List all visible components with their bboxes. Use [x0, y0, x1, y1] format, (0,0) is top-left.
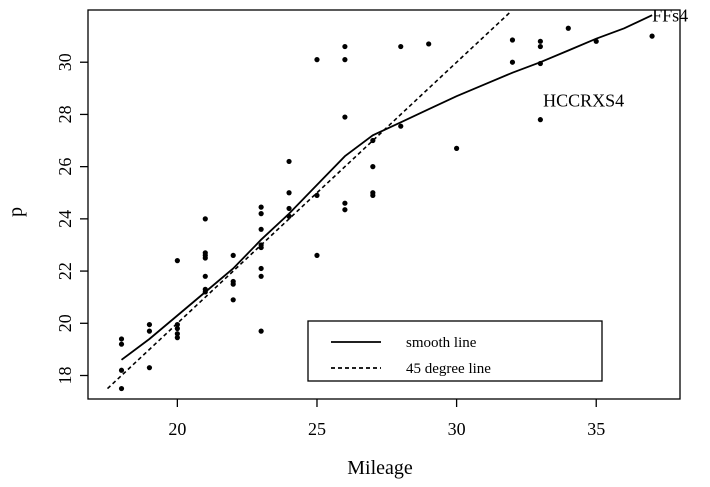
x-tick-label: 35	[587, 419, 605, 439]
scatter-point	[593, 38, 599, 44]
scatter-point	[174, 321, 180, 328]
y-axis-label: p	[5, 207, 27, 217]
scatter-point	[454, 145, 460, 151]
scatter-point	[286, 205, 292, 212]
legend-box	[307, 320, 603, 382]
scatter-point	[286, 190, 292, 196]
scatter-point	[509, 59, 516, 65]
scatter-point	[258, 273, 264, 279]
x-tick-label: 30	[448, 419, 466, 439]
scatter-point	[286, 158, 292, 165]
legend-label-smooth: smooth line	[406, 335, 477, 351]
scatter-point	[230, 252, 236, 259]
scatter-point	[398, 123, 404, 129]
scatter-point	[537, 60, 543, 67]
smooth-line-series	[120, 14, 653, 361]
scatter-point	[565, 25, 571, 31]
scatter-point	[258, 226, 264, 232]
scatter-point	[342, 207, 348, 213]
scatter-point	[118, 341, 125, 347]
scatter-point	[258, 204, 264, 210]
y-tick-label: 30	[55, 53, 75, 71]
scatter-point	[202, 273, 208, 279]
scatter-point	[258, 328, 264, 334]
legend: smooth line 45 degree line	[307, 320, 603, 382]
scatter-point	[342, 200, 348, 206]
smooth-line	[120, 14, 653, 361]
scatter-point	[537, 117, 543, 123]
scatter-point	[342, 57, 348, 63]
scatter-point	[286, 213, 292, 219]
scatter-point	[174, 258, 180, 264]
y-tick-label: 28	[55, 105, 75, 123]
y-tick-label: 24	[55, 210, 75, 228]
y-axis: 18 20 22 24 26 28 30	[55, 53, 88, 385]
scatter-point	[370, 137, 376, 144]
scatter-point	[202, 286, 208, 292]
scatter-point	[174, 335, 180, 341]
reference-line	[106, 12, 511, 390]
scatter-point	[342, 114, 348, 120]
scatter-point	[314, 57, 320, 63]
scatter-point	[537, 43, 543, 50]
scatter-point	[314, 192, 320, 198]
scatter-point	[230, 278, 236, 285]
scatter-point	[118, 385, 125, 392]
scatter-point	[370, 190, 376, 196]
scatter-point	[146, 328, 153, 334]
point-annotations: FFs4 HCCRXS4	[543, 6, 688, 111]
scatter-point	[118, 336, 125, 342]
scatter-point	[258, 242, 264, 248]
scatter-point	[202, 216, 208, 222]
x-tick-label: 20	[168, 419, 186, 439]
scatter-point	[174, 331, 180, 337]
scatter-point	[230, 297, 236, 303]
scatter-point	[258, 265, 264, 272]
x-axis-label: Mileage	[347, 457, 413, 479]
y-axis-label-group: p	[5, 207, 27, 217]
scatter-point	[314, 252, 320, 259]
scatter-point	[202, 250, 208, 256]
legend-label-reference: 45 degree line	[406, 361, 491, 377]
y-tick-label: 18	[55, 367, 75, 385]
reference-line-series	[106, 12, 511, 390]
scatter-point	[398, 43, 404, 50]
scatter-point	[649, 33, 655, 39]
scatter-point	[146, 321, 153, 328]
scatter-point	[509, 37, 516, 43]
scatter-point	[118, 367, 125, 373]
y-tick-label: 20	[55, 314, 75, 332]
scatter-point	[537, 38, 543, 44]
x-tick-label: 25	[308, 419, 326, 439]
scatter-points	[118, 25, 655, 392]
scatter-point	[342, 43, 348, 50]
x-axis: 20 25 30 35	[168, 399, 605, 439]
scatter-point	[174, 325, 180, 332]
scatter-point	[370, 164, 376, 170]
y-tick-label: 26	[55, 158, 75, 176]
scatter-point	[426, 41, 432, 47]
y-tick-label: 22	[55, 262, 75, 280]
scatter-point	[258, 211, 264, 217]
point-annotation: HCCRXS4	[543, 91, 624, 111]
scatter-point	[146, 365, 153, 371]
point-annotation: FFs4	[652, 6, 688, 26]
plot-frame	[87, 9, 681, 400]
